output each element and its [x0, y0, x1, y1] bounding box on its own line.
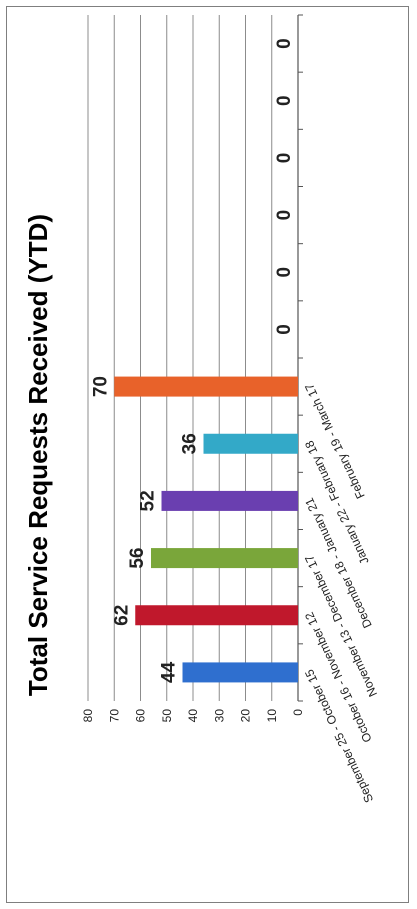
y-tick-label: 60	[134, 709, 148, 723]
bar	[203, 433, 298, 454]
data-label: 0	[274, 267, 295, 278]
data-label: 62	[111, 605, 132, 626]
data-label: 0	[274, 38, 295, 49]
data-label: 0	[274, 324, 295, 335]
y-tick-label: 50	[160, 709, 174, 723]
bar	[182, 662, 298, 683]
y-tick-labels: 0 10 20 30 40 50 60 70 80	[81, 709, 305, 723]
y-tick-label: 20	[239, 709, 253, 723]
data-label: 0	[274, 210, 295, 221]
data-label: 56	[127, 548, 148, 569]
data-label: 0	[274, 153, 295, 164]
bars	[114, 376, 298, 683]
y-tick-label: 0	[291, 709, 305, 716]
chart-frame	[6, 6, 409, 903]
data-labels: 44 62 56 52 36 70 0 0 0 0 0 0	[90, 38, 295, 683]
y-tick-label: 80	[81, 709, 95, 723]
bar	[114, 376, 298, 397]
y-tick-label: 30	[212, 709, 226, 723]
bar	[161, 490, 298, 511]
data-label: 70	[90, 376, 111, 397]
bar	[151, 548, 298, 569]
chart-title: Total Service Requests Received (YTD)	[23, 214, 53, 696]
y-tick-label: 70	[107, 709, 121, 723]
data-label: 0	[274, 95, 295, 106]
gridlines	[87, 15, 273, 701]
bar	[135, 605, 298, 626]
data-label: 52	[138, 490, 159, 511]
data-label: 36	[180, 433, 201, 454]
y-tick-label: 10	[265, 709, 279, 723]
axes	[297, 14, 303, 702]
y-tick-label: 40	[186, 709, 200, 723]
data-label: 44	[159, 661, 180, 683]
